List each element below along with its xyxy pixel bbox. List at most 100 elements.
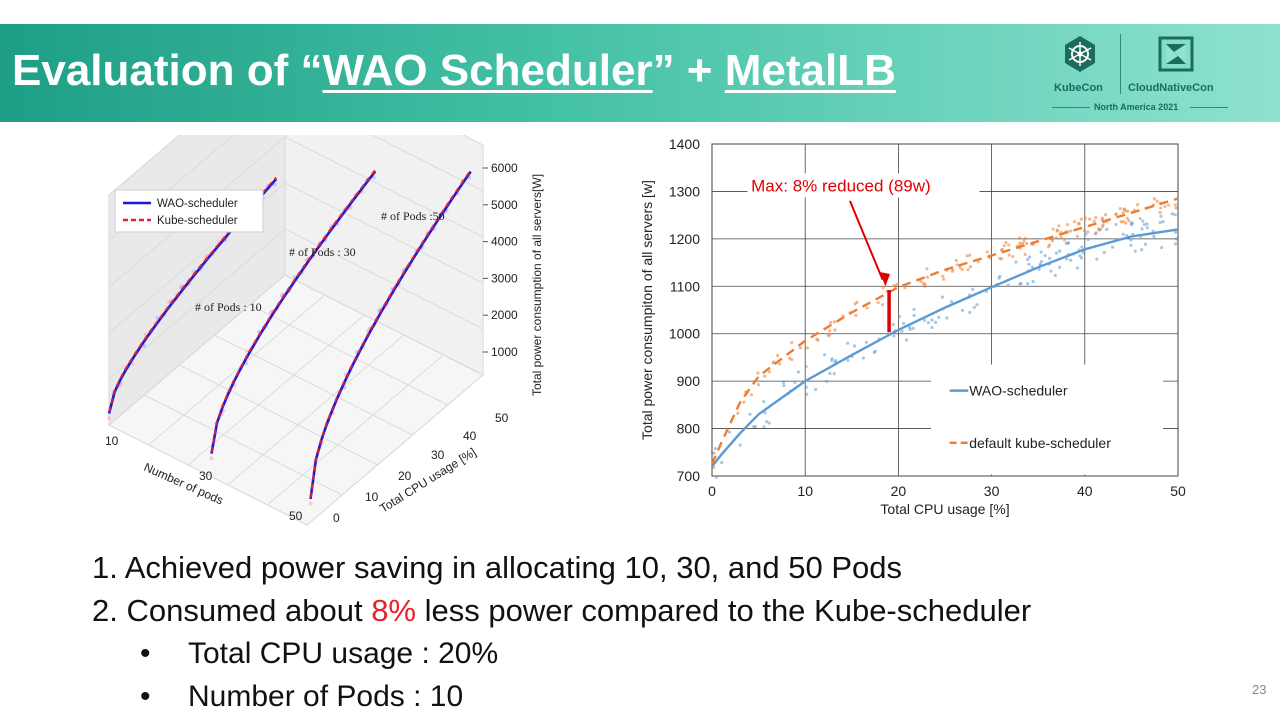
y-tick-label: 40 — [463, 429, 477, 443]
y-tick-label: 900 — [677, 373, 701, 389]
kube-scatter-point — [854, 313, 858, 318]
wao-scatter-point — [1048, 256, 1052, 260]
kube-scatter-point — [919, 280, 923, 284]
kube-scatter-point — [881, 285, 885, 290]
legend-label: WAO-scheduler — [969, 383, 1068, 399]
z-axis-label: Total power consumption of all servers[W… — [530, 174, 544, 396]
kube-scatter-point — [1025, 241, 1029, 246]
kube-scatter-point — [767, 370, 771, 374]
wao-scatter-point — [907, 325, 912, 329]
kube-scatter-point — [966, 268, 970, 272]
wao-scatter-point — [904, 338, 909, 342]
kube-scatter-point — [968, 253, 972, 257]
kube-scatter-point — [925, 267, 929, 271]
grid-line — [267, 354, 444, 506]
wao-scatter-point — [1129, 222, 1133, 227]
kube-scatter-point — [1069, 229, 1073, 233]
kube-scatter-point — [816, 338, 820, 342]
wao-scatter-point — [1080, 245, 1084, 249]
kube-scatter-point — [958, 265, 962, 270]
wao-scatter-point — [1161, 220, 1165, 224]
title-metallb[interactable]: MetalLB — [724, 46, 896, 95]
z-tick-label: 3000 — [491, 271, 518, 285]
x-axis-label: Total CPU usage [%] — [880, 501, 1009, 517]
bullet-item-2-post: less power compared to the Kube-schedule… — [416, 593, 1032, 628]
kube-scatter-point — [903, 286, 907, 290]
kube-scatter-point — [1072, 220, 1077, 224]
kube-scatter-point — [1096, 227, 1101, 231]
wao-scatter-point — [1105, 227, 1109, 232]
kube-scatter-point — [1119, 220, 1123, 224]
bullet-item-2: 2. Consumed about 8% less power compared… — [92, 589, 1031, 632]
kube-scatter-point — [1159, 206, 1163, 210]
title-wao-scheduler[interactable]: WAO Scheduler — [322, 46, 653, 95]
kube-scatter-point — [1138, 216, 1142, 221]
conference-logo-icon — [1065, 36, 1194, 72]
wao-scatter-point — [1078, 254, 1082, 258]
wao-scatter-point — [727, 430, 732, 434]
grid-line — [284, 136, 484, 238]
floor-pane — [108, 274, 484, 526]
y-axis-label: Total CPU usage [%] — [377, 445, 478, 516]
wao-scatter-point — [873, 349, 877, 353]
wao-scatter-point — [804, 364, 808, 369]
wao-scatter-point — [1173, 242, 1178, 246]
kube-scatter-point — [1046, 245, 1051, 249]
page-number: 23 — [1252, 682, 1267, 697]
kube-scatter-point — [1020, 241, 1025, 246]
scatter-point — [209, 456, 214, 461]
kube-scatter-point — [1079, 217, 1083, 221]
wao-scatter-point — [1121, 232, 1125, 236]
kube-scatter-point — [1126, 209, 1130, 213]
y-tick-label: 1000 — [669, 326, 700, 342]
kube-scatter-point — [1103, 213, 1108, 217]
wao-scatter-point — [1053, 273, 1057, 278]
wao-scatter-point — [832, 371, 836, 376]
wao-scatter-point — [1145, 226, 1149, 230]
kube-scatter-point — [1017, 236, 1022, 240]
kube-scatter-point — [1121, 219, 1126, 224]
x-tick-label: 10 — [797, 483, 813, 499]
kube-scatter-point — [790, 341, 794, 345]
wao-scatter-point — [1027, 255, 1032, 259]
kube-scatter-point — [1082, 228, 1087, 233]
scatter-point — [155, 316, 160, 321]
wao-scatter-point — [763, 411, 767, 415]
wao-scatter-point — [949, 300, 954, 304]
kube-scatter-point — [1158, 210, 1162, 215]
y-tick-label: 700 — [677, 468, 701, 484]
z-tick-label: 4000 — [491, 235, 518, 249]
wao-scatter-point — [748, 412, 752, 416]
z-tick-label: 2000 — [491, 308, 518, 322]
y-tick-label: 50 — [495, 411, 509, 425]
wao-scatter-point — [714, 475, 719, 479]
kube-scatter-point — [942, 277, 946, 281]
kube-scatter-point — [1065, 222, 1070, 227]
kube-scatter-point — [1163, 204, 1167, 209]
y-tick-label: 1300 — [669, 183, 700, 199]
wao-scatter-point — [900, 329, 904, 333]
grid-line — [179, 364, 378, 466]
wao-scatter-point — [901, 321, 906, 326]
kube-scatter-point — [833, 328, 837, 332]
title-middle: ” + — [652, 46, 725, 95]
pod-group-label: # of Pods : 10 — [195, 300, 262, 314]
kube-scatter-point — [1100, 216, 1104, 220]
grid-line — [284, 182, 484, 284]
kube-scatter-point — [1007, 243, 1011, 247]
wao-scatter-point — [861, 356, 865, 360]
wao-scatter-point — [1066, 241, 1070, 245]
kube-3d-line — [108, 176, 277, 413]
wao-scatter-point — [762, 425, 766, 429]
pod-group-label: # of Pods : 30 — [289, 245, 356, 259]
kube-scatter-point — [756, 371, 760, 375]
kube-scatter-point — [826, 334, 830, 338]
wao-scatter-point — [1081, 251, 1085, 255]
kube-scatter-point — [1094, 231, 1098, 235]
wao-scatter-point — [738, 443, 742, 447]
wao-scatter-point — [1084, 232, 1088, 236]
kube-scatter-point — [965, 254, 969, 258]
event-label: North America 2021 — [1094, 102, 1179, 112]
logo-rule-right — [1190, 107, 1228, 108]
kube-scatter-point — [749, 393, 754, 397]
